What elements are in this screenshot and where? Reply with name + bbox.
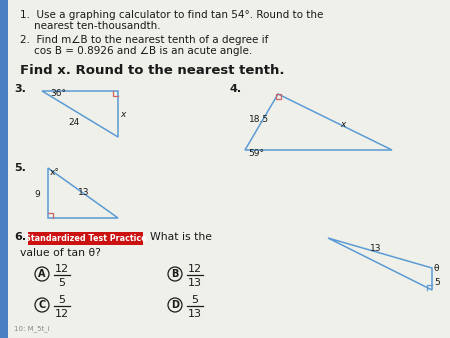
Text: 24: 24 [68, 118, 79, 127]
Text: x: x [340, 120, 346, 129]
Text: 3.: 3. [14, 84, 26, 94]
Text: 5: 5 [434, 278, 440, 287]
Text: 5: 5 [58, 295, 66, 305]
Text: What is the: What is the [150, 232, 212, 242]
Text: C: C [38, 300, 45, 310]
Bar [0, 0, 8, 338]
Text: B: B [171, 269, 179, 279]
Text: Standardized Test Practice: Standardized Test Practice [25, 234, 146, 243]
Bar [28, 232, 143, 245]
Text: 9: 9 [34, 190, 40, 199]
Text: x: x [120, 110, 126, 119]
Text: 13: 13 [370, 244, 382, 253]
Text: cos B = 0.8926 and ∠B is an acute angle.: cos B = 0.8926 and ∠B is an acute angle. [34, 46, 252, 56]
Text: 6.: 6. [14, 232, 26, 242]
Text: 12: 12 [55, 264, 69, 274]
Text: nearest ten-thousandth.: nearest ten-thousandth. [34, 21, 161, 31]
Text: 5: 5 [192, 295, 198, 305]
Text: Find x. Round to the nearest tenth.: Find x. Round to the nearest tenth. [20, 64, 284, 77]
Text: 36°: 36° [50, 89, 66, 98]
Text: 10: M_5t_i: 10: M_5t_i [14, 325, 50, 332]
Text: 1.  Use a graphing calculator to find tan 54°. Round to the: 1. Use a graphing calculator to find tan… [20, 10, 324, 20]
Text: x°: x° [50, 168, 60, 177]
Text: 18.5: 18.5 [249, 115, 269, 124]
Text: value of tan θ?: value of tan θ? [20, 248, 101, 258]
Bar [275, 94, 280, 98]
Text: A: A [38, 269, 46, 279]
Text: 13: 13 [188, 309, 202, 319]
Text: 5: 5 [58, 278, 66, 288]
Text: 12: 12 [188, 264, 202, 274]
Text: 59°: 59° [248, 149, 264, 158]
Text: D: D [171, 300, 179, 310]
Text: 5.: 5. [14, 163, 26, 173]
Text: 2.  Find m∠B to the nearest tenth of a degree if: 2. Find m∠B to the nearest tenth of a de… [20, 35, 268, 45]
Text: 12: 12 [55, 309, 69, 319]
Text: 4.: 4. [230, 84, 242, 94]
Text: θ: θ [434, 264, 440, 273]
Text: 13: 13 [188, 278, 202, 288]
Text: 13: 13 [78, 188, 90, 197]
